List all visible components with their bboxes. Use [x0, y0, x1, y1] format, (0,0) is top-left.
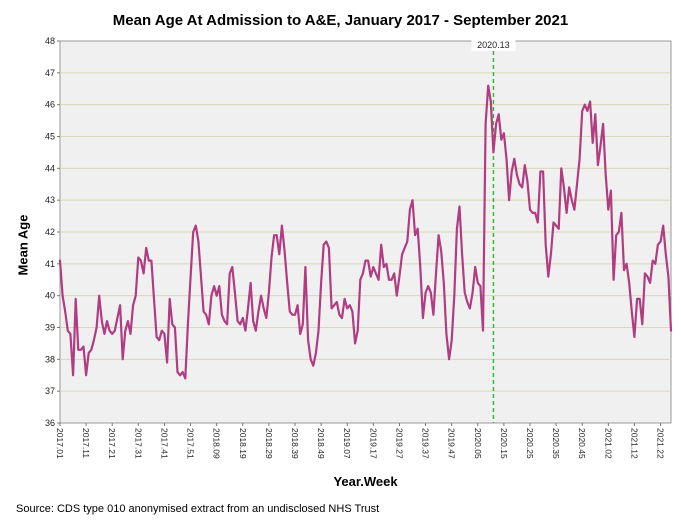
x-tick-label: 2021.22 — [656, 428, 666, 459]
x-tick-label: 2018.29 — [264, 428, 274, 459]
x-tick-label: 2018.09 — [212, 428, 222, 459]
y-tick-label: 39 — [45, 323, 55, 333]
x-tick-label: 2020.25 — [525, 428, 535, 459]
reference-marker: 2020.13 — [471, 39, 516, 423]
x-tick-label: 2019.27 — [394, 428, 404, 459]
y-tick-label: 45 — [45, 132, 55, 142]
y-tick-label: 43 — [45, 195, 55, 205]
x-axis-ticks: 2017.01 2017.11 2017.21 2017.31 2017.41 2017.… — [55, 423, 666, 459]
y-tick-label: 36 — [45, 418, 55, 428]
x-tick-label: 2017.51 — [186, 428, 196, 459]
x-tick-label: 2018.19 — [238, 428, 248, 459]
y-tick-label: 48 — [45, 36, 55, 46]
x-tick-label: 2019.37 — [421, 428, 431, 459]
x-tick-label: 2017.41 — [159, 428, 169, 459]
x-tick-label: 2020.05 — [473, 428, 483, 459]
y-tick-label: 42 — [45, 227, 55, 237]
source-note: Source: CDS type 010 anonymised extract … — [16, 503, 380, 515]
x-tick-label: 2020.45 — [577, 428, 587, 459]
x-axis-label: Year.Week — [333, 474, 398, 489]
x-tick-label: 2017.01 — [55, 428, 65, 459]
chart-title: Mean Age At Admission to A&E, January 20… — [112, 12, 569, 29]
series-layer — [58, 84, 673, 380]
y-tick-label: 44 — [45, 163, 55, 173]
x-tick-label: 2019.17 — [368, 428, 378, 459]
x-tick-label: 2018.49 — [316, 428, 326, 459]
x-tick-label: 2017.11 — [81, 428, 91, 458]
series-line — [58, 84, 673, 380]
x-tick-label: 2019.47 — [447, 428, 457, 459]
y-tick-label: 47 — [45, 68, 55, 78]
x-tick-label: 2020.15 — [499, 428, 509, 459]
marker-label-bg — [471, 39, 516, 51]
x-tick-label: 2021.12 — [629, 428, 639, 459]
x-tick-label: 2019.07 — [342, 428, 352, 459]
y-tick-label: 37 — [45, 386, 55, 396]
x-tick-label: 2017.21 — [107, 428, 117, 459]
x-tick-label: 2018.39 — [290, 428, 300, 459]
x-tick-label: 2020.35 — [551, 428, 561, 459]
y-axis-ticks: 36 37 38 39 40 41 42 43 44 45 46 47 48 — [45, 36, 60, 428]
y-tick-label: 46 — [45, 100, 55, 110]
marker-label: 2020.13 — [477, 40, 510, 50]
y-tick-label: 40 — [45, 291, 55, 301]
y-tick-label: 38 — [45, 354, 55, 364]
y-tick-label: 41 — [45, 259, 55, 269]
x-tick-label: 2021.02 — [603, 428, 613, 459]
x-tick-label: 2017.31 — [133, 428, 143, 459]
